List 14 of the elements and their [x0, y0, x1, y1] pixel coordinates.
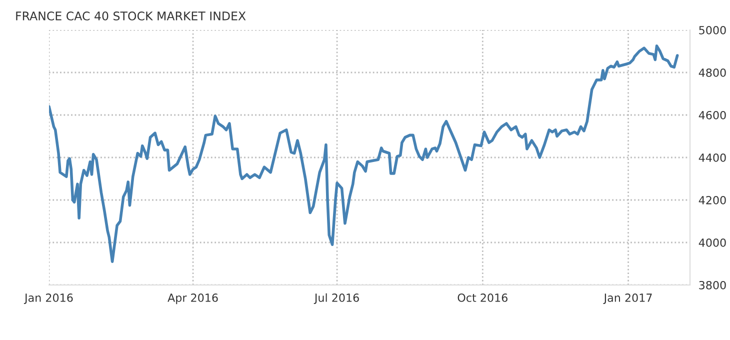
y-tick-label: 3800	[699, 280, 726, 290]
x-tick-label: Jan 2016	[24, 294, 73, 304]
y-tick-label: 5000	[699, 26, 726, 34]
y-tick-label: 4600	[698, 110, 726, 120]
y-tick-label: 4800	[698, 68, 726, 77]
y-tick-label: 4200	[698, 196, 726, 204]
y-tick-label: 4000	[698, 238, 726, 247]
line-series	[49, 44, 679, 264]
x-tick-label: Apr 2016	[168, 294, 218, 304]
y-tick-label: 4400	[698, 153, 726, 162]
chart-title: FRANCE CAC 40 STOCK MARKET INDEX	[16, 11, 246, 20]
x-tick-label: Jan 2017	[603, 294, 652, 304]
x-tick-label: Jul 2016	[314, 293, 359, 304]
x-tick-label: Oct 2016	[458, 294, 508, 302]
